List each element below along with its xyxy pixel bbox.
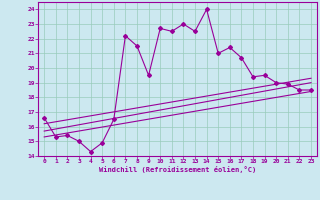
X-axis label: Windchill (Refroidissement éolien,°C): Windchill (Refroidissement éolien,°C): [99, 166, 256, 173]
